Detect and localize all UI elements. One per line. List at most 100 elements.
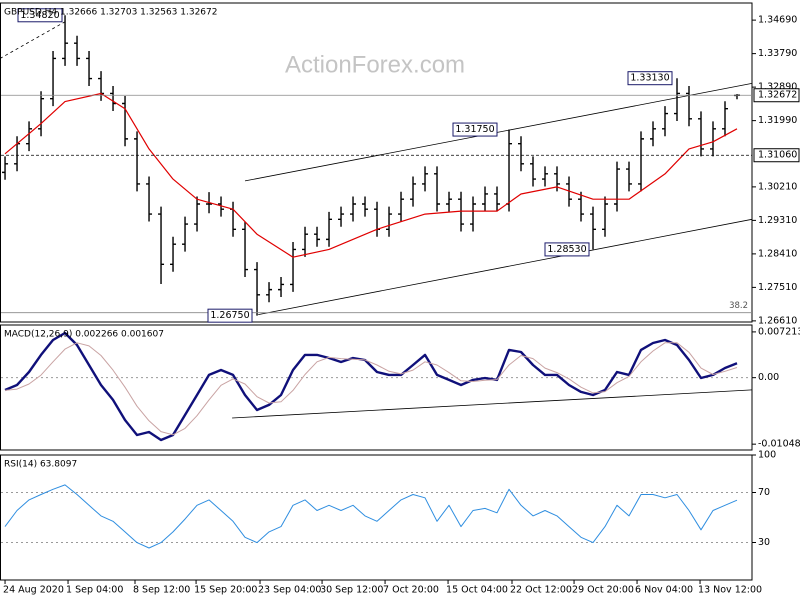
price-bar xyxy=(446,191,453,212)
price-bar xyxy=(542,166,549,187)
price-bar xyxy=(590,206,597,250)
annotation-label: 1.31750 xyxy=(455,124,494,135)
price-bar xyxy=(266,282,273,303)
price-bar xyxy=(410,176,417,207)
price-bar xyxy=(242,221,249,277)
x-tick-label: 24 Aug 2020 xyxy=(3,585,64,596)
price-bar xyxy=(314,226,321,247)
price-bar xyxy=(482,186,489,212)
price-tag-label: 1.32672 xyxy=(758,90,797,101)
price-tag xyxy=(753,88,800,103)
price-bar xyxy=(2,156,9,180)
price-bar xyxy=(350,196,357,222)
price-bar xyxy=(50,51,57,107)
price-bar xyxy=(434,166,441,212)
annotation-box xyxy=(452,122,498,137)
x-tick-label: 13 Nov 12:00 xyxy=(698,585,762,596)
panel-frame xyxy=(0,2,753,323)
price-bar xyxy=(470,196,477,232)
price-bar xyxy=(110,86,117,111)
price-bar xyxy=(182,216,189,252)
x-tick-label: 30 Sep 12:00 xyxy=(320,585,383,596)
price-bar xyxy=(422,166,429,192)
x-tick-label: 15 Sep 20:00 xyxy=(194,585,257,596)
annotation-box xyxy=(627,71,673,86)
price-bar xyxy=(278,276,285,298)
price-bar xyxy=(362,196,369,217)
y-tick-label: 1.30210 xyxy=(758,181,797,192)
y-tick-label: 1.34690 xyxy=(758,15,797,26)
y-tick-label: 1.27510 xyxy=(758,282,797,293)
y-tick-label: 1.29310 xyxy=(758,215,797,226)
price-bar xyxy=(194,196,201,232)
price-bar xyxy=(398,191,405,222)
trend-line xyxy=(0,19,69,59)
y-tick-label: 100 xyxy=(758,450,776,461)
price-bar xyxy=(494,186,501,212)
price-bar xyxy=(254,262,261,316)
y-tick-label: 1.32890 xyxy=(758,82,797,93)
y-tick-label: 1.31990 xyxy=(758,115,797,126)
series-line xyxy=(4,484,738,549)
series-line xyxy=(4,331,738,442)
trend-line xyxy=(258,218,753,315)
series-line xyxy=(4,92,738,258)
annotation-label: 1.34820 xyxy=(20,10,59,21)
x-tick-label: 15 Oct 04:00 xyxy=(446,585,508,596)
price-bar xyxy=(26,121,33,152)
price-bar xyxy=(686,86,693,127)
price-bar xyxy=(530,156,537,187)
price-bar xyxy=(614,161,621,212)
x-tick-label: 29 Oct 20:00 xyxy=(572,585,634,596)
price-bar xyxy=(86,51,93,87)
y-tick-label: 0.007213 xyxy=(758,326,800,337)
annotation-label: 1.28530 xyxy=(547,244,586,255)
x-tick-label: 22 Oct 12:00 xyxy=(510,585,572,596)
price-bar xyxy=(38,91,45,137)
panel-title: MACD(12,26,9) 0.002266 0.001607 xyxy=(4,330,164,340)
price-tag xyxy=(753,148,800,163)
x-tick-label: 23 Sep 04:00 xyxy=(258,585,321,596)
y-tick-label: 1.26610 xyxy=(758,315,797,326)
x-tick-label: 1 Sep 04:00 xyxy=(66,585,123,596)
price-bar xyxy=(602,196,609,237)
annotation-label: 1.26750 xyxy=(210,310,249,321)
watermark: ActionForex.com xyxy=(285,51,465,78)
panel-title: RSI(14) 63.8097 xyxy=(4,460,77,470)
price-bar xyxy=(122,96,129,147)
price-bar xyxy=(146,176,153,222)
series-line xyxy=(4,342,738,436)
price-bar xyxy=(710,121,717,157)
price-bar xyxy=(302,226,309,257)
price-bar xyxy=(518,136,525,172)
price-bar xyxy=(578,191,585,222)
x-tick-label: 8 Sep 12:00 xyxy=(133,585,190,596)
price-bar xyxy=(158,206,165,285)
y-tick-label: 30 xyxy=(758,537,770,548)
price-bar xyxy=(290,241,297,292)
x-tick-label: 7 Oct 20:00 xyxy=(383,585,439,596)
x-tick-label: 6 Nov 04:00 xyxy=(635,585,693,596)
panel-frame xyxy=(0,324,753,451)
price-bar xyxy=(62,15,69,66)
y-tick-label: 1.33790 xyxy=(758,48,797,59)
annotation-box xyxy=(544,242,590,257)
price-bar xyxy=(74,35,81,66)
y-tick-label: 1.28410 xyxy=(758,248,797,259)
panel-title: GBPUSD,H4 1.32666 1.32703 1.32563 1.3267… xyxy=(4,8,217,18)
price-bar xyxy=(218,196,225,217)
panel-frame xyxy=(0,454,753,581)
price-bar xyxy=(626,161,633,192)
price-bar xyxy=(698,111,705,157)
y-tick-label: 0.00 xyxy=(758,372,779,383)
trend-line xyxy=(232,389,753,419)
y-tick-label: -0.01048 xyxy=(758,439,800,450)
y-tick-label: 70 xyxy=(758,487,770,498)
price-tag-label: 1.31060 xyxy=(758,150,797,161)
trend-line xyxy=(244,83,753,182)
price-bar xyxy=(638,131,645,192)
price-bar xyxy=(386,206,393,237)
annotation-box xyxy=(17,8,63,23)
price-bar xyxy=(134,131,141,192)
